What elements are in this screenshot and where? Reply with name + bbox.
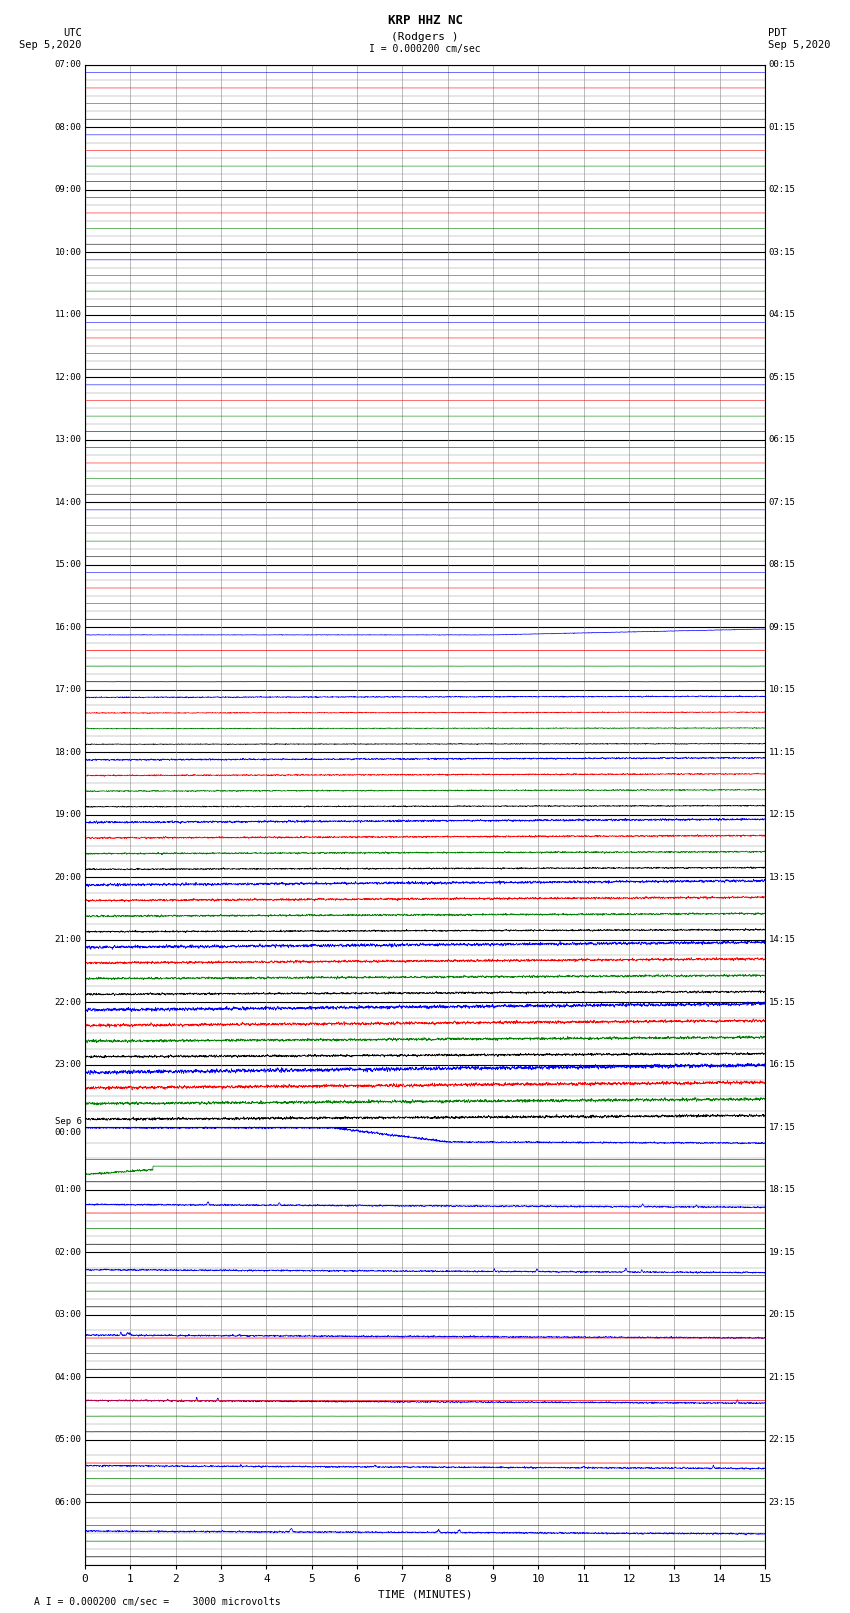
Text: 04:00: 04:00 bbox=[54, 1373, 82, 1382]
Text: 04:15: 04:15 bbox=[768, 310, 796, 319]
Text: 19:00: 19:00 bbox=[54, 810, 82, 819]
Text: 09:00: 09:00 bbox=[54, 185, 82, 194]
Text: 02:00: 02:00 bbox=[54, 1247, 82, 1257]
Text: 15:15: 15:15 bbox=[768, 997, 796, 1007]
Text: 15:00: 15:00 bbox=[54, 560, 82, 569]
Text: 05:00: 05:00 bbox=[54, 1436, 82, 1444]
Text: 16:15: 16:15 bbox=[768, 1060, 796, 1069]
Text: 10:15: 10:15 bbox=[768, 686, 796, 694]
Text: Sep 6
00:00: Sep 6 00:00 bbox=[54, 1118, 82, 1137]
Text: 06:15: 06:15 bbox=[768, 436, 796, 444]
Text: 12:15: 12:15 bbox=[768, 810, 796, 819]
Text: 14:00: 14:00 bbox=[54, 497, 82, 506]
Text: 23:00: 23:00 bbox=[54, 1060, 82, 1069]
Text: 10:00: 10:00 bbox=[54, 247, 82, 256]
Text: 12:00: 12:00 bbox=[54, 373, 82, 382]
Text: 08:15: 08:15 bbox=[768, 560, 796, 569]
Text: (Rodgers ): (Rodgers ) bbox=[391, 32, 459, 42]
Text: 11:15: 11:15 bbox=[768, 747, 796, 756]
Text: 03:00: 03:00 bbox=[54, 1310, 82, 1319]
Text: 18:15: 18:15 bbox=[768, 1186, 796, 1194]
Text: KRP HHZ NC: KRP HHZ NC bbox=[388, 15, 462, 27]
Text: 01:15: 01:15 bbox=[768, 123, 796, 132]
Text: 21:15: 21:15 bbox=[768, 1373, 796, 1382]
Text: 16:00: 16:00 bbox=[54, 623, 82, 632]
Text: 07:00: 07:00 bbox=[54, 60, 82, 69]
Text: 03:15: 03:15 bbox=[768, 247, 796, 256]
Text: A I = 0.000200 cm/sec =    3000 microvolts: A I = 0.000200 cm/sec = 3000 microvolts bbox=[34, 1597, 280, 1607]
Text: 14:15: 14:15 bbox=[768, 936, 796, 944]
Text: 23:15: 23:15 bbox=[768, 1497, 796, 1507]
Text: I = 0.000200 cm/sec: I = 0.000200 cm/sec bbox=[369, 44, 481, 53]
Text: 21:00: 21:00 bbox=[54, 936, 82, 944]
Text: 00:15: 00:15 bbox=[768, 60, 796, 69]
Text: 20:15: 20:15 bbox=[768, 1310, 796, 1319]
Text: 02:15: 02:15 bbox=[768, 185, 796, 194]
Text: 11:00: 11:00 bbox=[54, 310, 82, 319]
Text: 17:00: 17:00 bbox=[54, 686, 82, 694]
Text: 22:00: 22:00 bbox=[54, 997, 82, 1007]
Text: UTC
Sep 5,2020: UTC Sep 5,2020 bbox=[19, 27, 82, 50]
Text: 13:00: 13:00 bbox=[54, 436, 82, 444]
Text: 19:15: 19:15 bbox=[768, 1247, 796, 1257]
Text: 05:15: 05:15 bbox=[768, 373, 796, 382]
Text: 13:15: 13:15 bbox=[768, 873, 796, 882]
Text: PDT
Sep 5,2020: PDT Sep 5,2020 bbox=[768, 27, 831, 50]
Text: 22:15: 22:15 bbox=[768, 1436, 796, 1444]
Text: 08:00: 08:00 bbox=[54, 123, 82, 132]
Text: 20:00: 20:00 bbox=[54, 873, 82, 882]
Text: 09:15: 09:15 bbox=[768, 623, 796, 632]
Text: 18:00: 18:00 bbox=[54, 747, 82, 756]
X-axis label: TIME (MINUTES): TIME (MINUTES) bbox=[377, 1589, 473, 1598]
Text: 06:00: 06:00 bbox=[54, 1497, 82, 1507]
Text: 17:15: 17:15 bbox=[768, 1123, 796, 1132]
Text: 01:00: 01:00 bbox=[54, 1186, 82, 1194]
Text: 07:15: 07:15 bbox=[768, 497, 796, 506]
